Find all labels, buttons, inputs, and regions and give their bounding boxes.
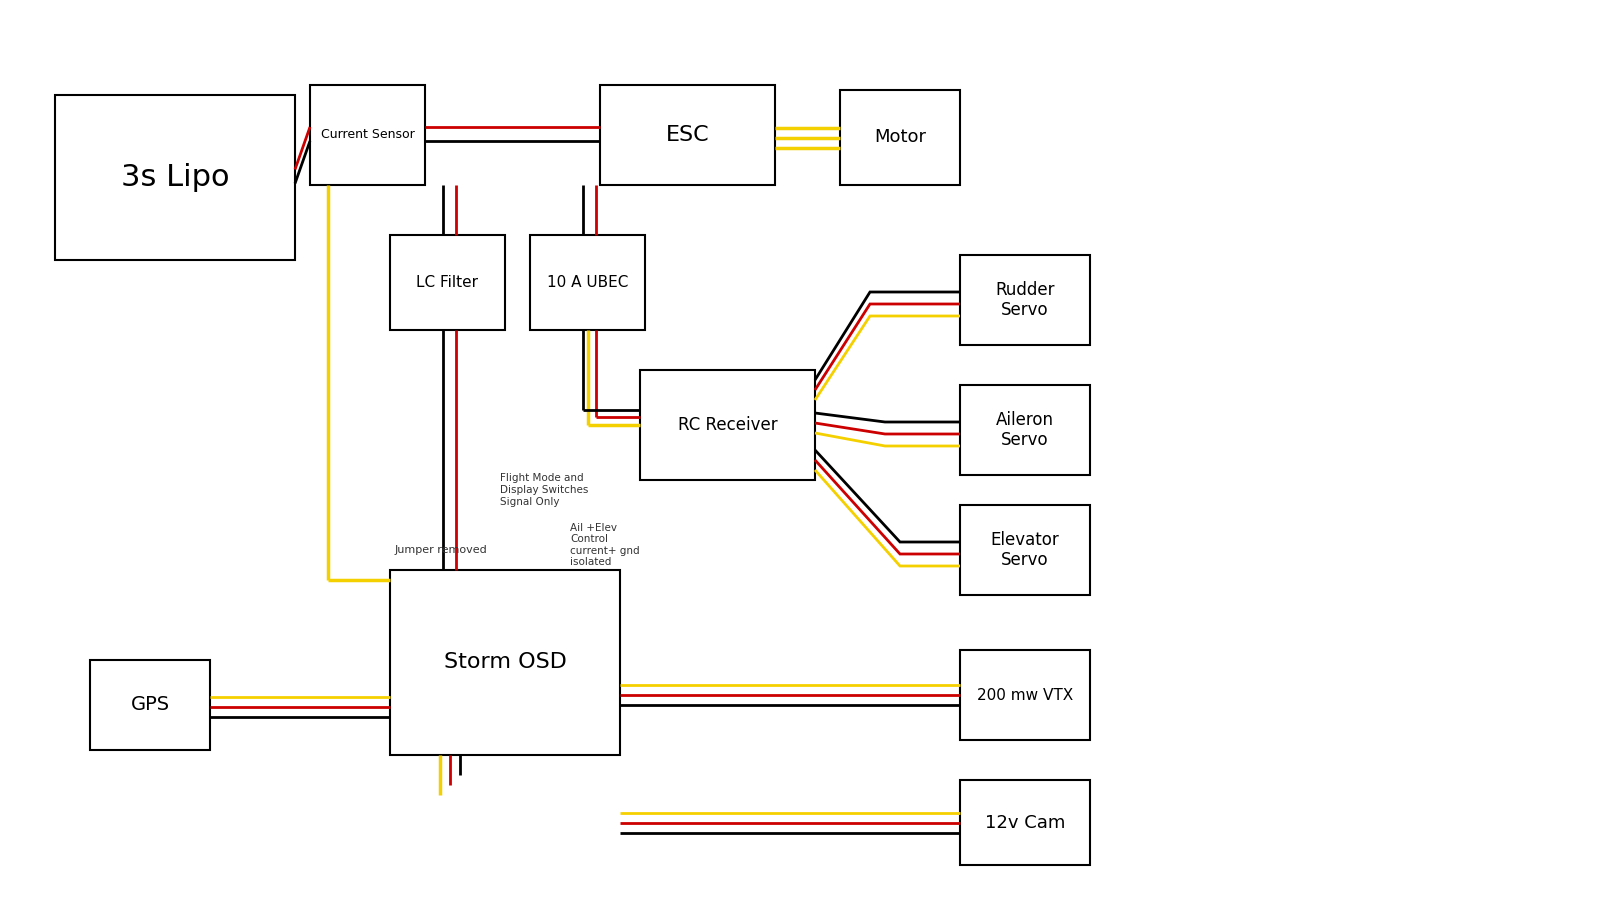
Text: Elevator
Servo: Elevator Servo xyxy=(990,531,1059,570)
Text: 12v Cam: 12v Cam xyxy=(986,814,1066,832)
Bar xyxy=(960,255,1090,345)
Bar xyxy=(960,650,1090,740)
Bar xyxy=(960,385,1090,475)
Text: Jumper removed: Jumper removed xyxy=(395,545,488,555)
Text: Ail +Elev
Control
current+ gnd
isolated: Ail +Elev Control current+ gnd isolated xyxy=(570,523,640,567)
Text: LC Filter: LC Filter xyxy=(416,275,478,290)
Bar xyxy=(640,370,814,480)
Bar xyxy=(390,570,621,755)
Bar xyxy=(840,90,960,185)
Bar xyxy=(310,85,426,185)
Bar xyxy=(960,780,1090,865)
Text: Current Sensor: Current Sensor xyxy=(320,129,414,141)
Bar xyxy=(90,660,210,750)
Text: Motor: Motor xyxy=(874,129,926,147)
Text: GPS: GPS xyxy=(131,696,170,715)
Bar xyxy=(390,235,506,330)
Bar xyxy=(600,85,774,185)
Bar xyxy=(960,505,1090,595)
Text: Storm OSD: Storm OSD xyxy=(443,652,566,672)
Text: ESC: ESC xyxy=(666,125,709,145)
Bar xyxy=(530,235,645,330)
Text: 10 A UBEC: 10 A UBEC xyxy=(547,275,629,290)
Text: Aileron
Servo: Aileron Servo xyxy=(995,410,1054,449)
Text: Rudder
Servo: Rudder Servo xyxy=(995,281,1054,320)
Text: Flight Mode and
Display Switches
Signal Only: Flight Mode and Display Switches Signal … xyxy=(499,473,589,507)
Text: 200 mw VTX: 200 mw VTX xyxy=(978,688,1074,703)
Text: RC Receiver: RC Receiver xyxy=(678,416,778,434)
Bar xyxy=(54,95,294,260)
Text: 3s Lipo: 3s Lipo xyxy=(120,163,229,192)
